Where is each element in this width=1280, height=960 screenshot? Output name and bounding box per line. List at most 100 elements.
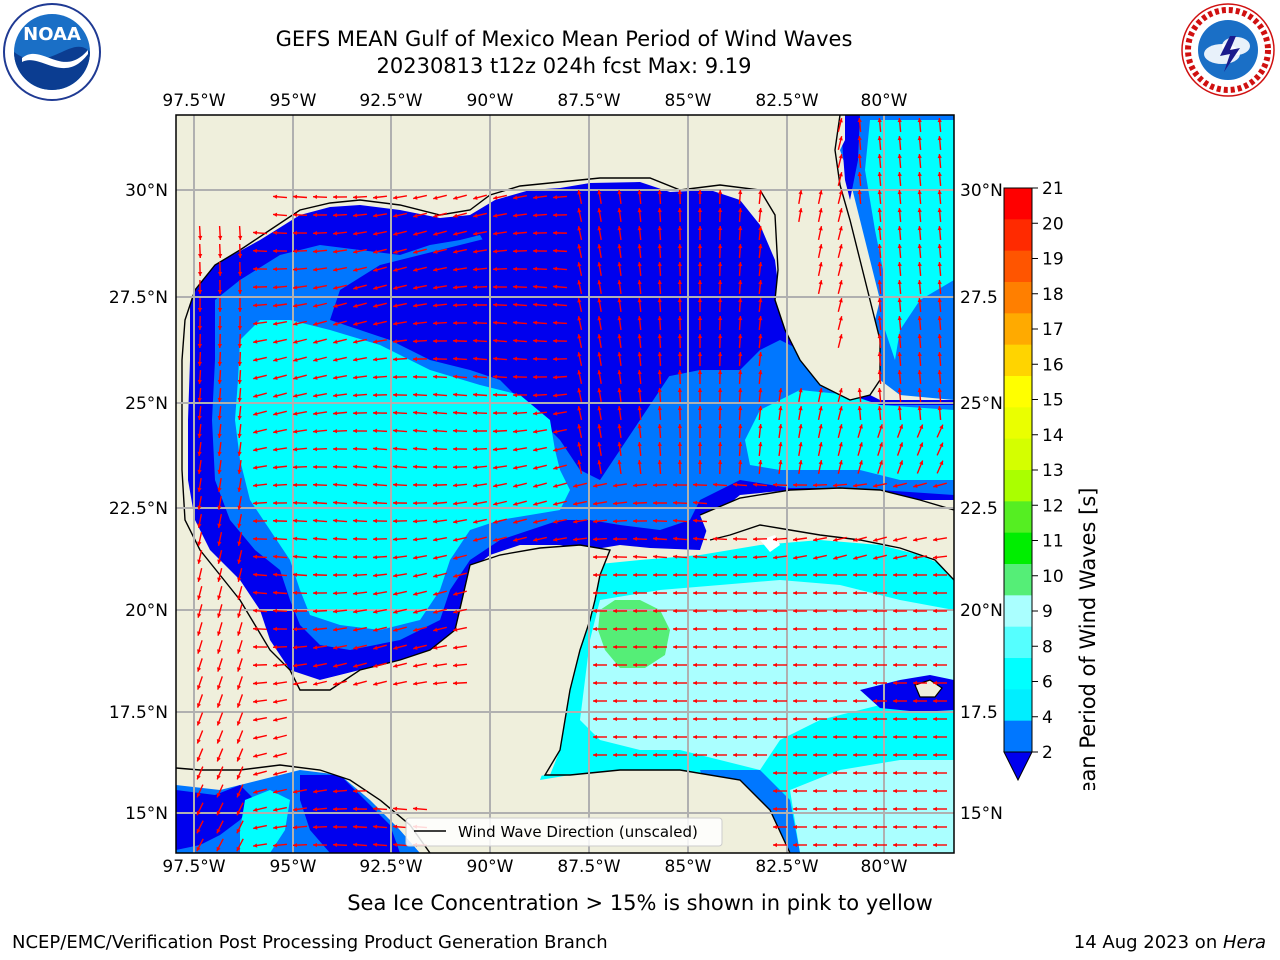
- wave-direction-arrowhead: [697, 208, 703, 212]
- wave-direction-arrowhead: [853, 788, 857, 794]
- wave-direction-arrowhead: [653, 662, 657, 668]
- colorbar-block: [1004, 501, 1032, 534]
- wave-direction-arrowhead: [273, 194, 278, 199]
- wave-direction-arrowhead: [877, 352, 882, 357]
- wave-direction-arrowhead: [217, 253, 223, 258]
- wave-direction-arrowhead: [833, 806, 837, 812]
- colorbar-tick-label: 19: [1042, 250, 1064, 270]
- wave-direction-arrowhead: [633, 501, 638, 506]
- wave-direction-arrowhead: [373, 285, 378, 290]
- wave-direction-arrowhead: [413, 645, 418, 650]
- wave-direction-arrowhead: [933, 555, 938, 560]
- wave-direction-arrowhead: [813, 680, 817, 686]
- wave-direction-arrowhead: [877, 244, 882, 249]
- wave-direction-arrowhead: [217, 469, 222, 474]
- wave-direction-arrowhead: [453, 501, 458, 506]
- colorbar-block: [1004, 313, 1032, 346]
- wave-direction-arrowhead: [897, 388, 902, 393]
- wave-direction-arrowhead: [333, 393, 338, 398]
- wave-direction-arrowhead: [798, 406, 803, 411]
- wave-direction-arrowhead: [853, 806, 857, 812]
- wave-direction-arrowhead: [753, 572, 757, 578]
- wave-direction-arrowhead: [793, 537, 798, 542]
- wave-direction-arrowhead: [413, 392, 418, 397]
- wave-direction-arrowhead: [353, 681, 358, 686]
- wave-direction-arrowhead: [293, 393, 298, 398]
- wave-direction-arrowhead: [237, 469, 242, 474]
- wave-direction-arrowhead: [493, 483, 498, 488]
- wave-direction-arrowhead: [597, 460, 602, 465]
- wave-direction-arrowhead: [673, 752, 677, 758]
- wave-direction-arrowhead: [333, 482, 338, 487]
- wave-direction-arrowhead: [273, 339, 278, 344]
- wave-direction-arrowhead: [758, 316, 763, 321]
- wave-direction-arrowhead: [778, 442, 783, 447]
- wave-direction-arrowhead: [657, 370, 662, 375]
- wave-direction-arrowhead: [533, 213, 538, 218]
- wave-direction-arrowhead: [857, 154, 862, 159]
- wave-direction-arrowhead: [473, 195, 478, 200]
- wave-direction-arrowhead: [197, 379, 202, 384]
- wave-direction-arrowhead: [773, 555, 778, 560]
- wave-direction-arrowhead: [217, 523, 222, 528]
- wave-direction-arrowhead: [717, 388, 723, 393]
- wave-direction-arrowhead: [673, 590, 677, 596]
- wave-direction-arrowhead: [833, 662, 837, 668]
- wave-direction-arrowhead: [217, 271, 223, 276]
- wave-direction-arrowhead: [913, 842, 917, 848]
- lat-label-left: 25°N: [125, 394, 168, 414]
- wave-direction-arrowhead: [633, 483, 638, 488]
- wave-direction-arrowhead: [196, 846, 201, 852]
- wave-direction-arrowhead: [613, 519, 618, 524]
- wave-direction-arrowhead: [933, 716, 937, 722]
- wave-direction-arrowhead: [633, 644, 637, 650]
- wave-direction-arrowhead: [533, 320, 538, 325]
- wave-direction-arrowhead: [513, 519, 518, 524]
- wave-direction-arrowhead: [877, 406, 882, 411]
- wave-direction-arrowhead: [433, 681, 438, 686]
- wave-direction-arrowhead: [933, 824, 937, 830]
- wave-direction-arrowhead: [553, 302, 558, 307]
- wave-direction-arrowhead: [873, 555, 878, 560]
- wave-direction-arrowhead: [657, 298, 662, 303]
- wave-direction-arrowhead: [553, 519, 558, 524]
- wave-direction-arrowhead: [253, 284, 258, 290]
- wave-direction-arrowhead: [453, 267, 458, 272]
- wave-direction-arrowhead: [677, 262, 683, 267]
- colorbar-block: [1004, 626, 1032, 659]
- wave-direction-arrowhead: [798, 388, 803, 393]
- wave-direction-arrowhead: [657, 262, 662, 267]
- wave-direction-arrowhead: [893, 824, 897, 830]
- wave-direction-arrowhead: [253, 518, 257, 524]
- wave-direction-arrowhead: [838, 208, 843, 213]
- wave-direction-arrowhead: [197, 308, 203, 312]
- wave-direction-arrowhead: [913, 537, 918, 542]
- wave-direction-arrowhead: [216, 667, 222, 672]
- wave-direction-arrowhead: [453, 483, 458, 488]
- wave-direction-arrowhead: [237, 343, 243, 348]
- colorbar-tick-label: 8: [1042, 637, 1053, 657]
- wave-direction-arrowhead: [373, 482, 378, 487]
- wave-direction-arrowhead: [673, 608, 677, 614]
- wave-direction-arrowhead: [313, 842, 317, 848]
- wave-direction-arrowhead: [593, 501, 598, 506]
- wave-direction-arrowhead: [593, 644, 597, 650]
- wave-direction-arrowhead: [237, 487, 242, 492]
- wave-direction-arrowhead: [673, 644, 677, 650]
- caribbean-water-light-south: [790, 760, 954, 853]
- chart-title: GEFS MEAN Gulf of Mexico Mean Period of …: [275, 27, 853, 51]
- wave-direction-arrowhead: [617, 406, 622, 411]
- lat-label-left: 27.5°N: [109, 288, 168, 308]
- wave-direction-arrowhead: [753, 662, 757, 668]
- wave-direction-arrowhead: [633, 554, 638, 559]
- wave-direction-arrowhead: [273, 735, 278, 740]
- wave-direction-arrowhead: [833, 608, 837, 614]
- wave-direction-arrowhead: [577, 298, 582, 303]
- wave-direction-arrowhead: [433, 321, 438, 326]
- wave-direction-arrowhead: [853, 662, 857, 668]
- wave-direction-arrowhead: [253, 339, 258, 344]
- colorbar-block: [1004, 689, 1032, 722]
- wave-direction-arrowhead: [253, 447, 258, 452]
- lon-label-top: 92.5°W: [359, 91, 422, 111]
- wave-direction-arrowhead: [237, 290, 243, 294]
